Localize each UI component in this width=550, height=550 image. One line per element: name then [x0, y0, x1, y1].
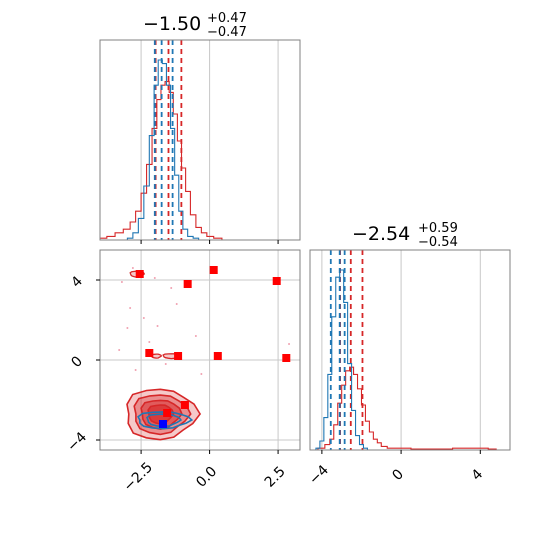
histogram-step-blue: [126, 59, 200, 240]
joint-contour-panel: −2.5 0.0 2.5 −4 0 4: [64, 249, 301, 495]
histogram-step-red: [310, 366, 497, 450]
red-square-marker: [282, 354, 291, 362]
x-tick-label: 0: [389, 466, 407, 484]
x-tick-label: 4: [469, 466, 487, 484]
title-param-2-value: −2.54: [352, 223, 410, 245]
title-param-1-upper-error: +0.47: [207, 11, 247, 26]
x-tick-label: −4: [306, 462, 332, 488]
y-tick-label: 0: [68, 353, 86, 371]
sample-point: [200, 373, 203, 375]
title-param-2: −2.54 +0.59 −0.54: [352, 221, 458, 250]
marginal-histogram-param-1: [99, 39, 301, 244]
sample-point: [134, 369, 137, 371]
red-square-marker: [163, 409, 172, 417]
histogram-plot-area: [310, 250, 497, 450]
red-square-marker: [145, 349, 154, 357]
sample-point: [194, 335, 197, 337]
histogram-plot-area: [100, 40, 223, 240]
title-param-1-value: −1.50: [143, 13, 201, 35]
contour-blue: [137, 411, 194, 430]
y-tick-label: −4: [64, 429, 90, 455]
red-square-marker: [180, 401, 189, 409]
sample-point: [170, 287, 173, 289]
title-param-2-lower-error: −0.54: [418, 235, 458, 250]
histogram-step-red: [100, 81, 223, 240]
blue-square-marker: [159, 420, 168, 428]
red-square-marker: [174, 352, 183, 360]
x-tick-label: 0.0: [193, 464, 220, 491]
sample-point: [142, 317, 145, 319]
red-square-marker: [209, 266, 218, 274]
sample-point: [148, 341, 151, 343]
red-square-marker: [213, 352, 222, 360]
y-tick-label: 4: [68, 273, 86, 291]
red-square-marker: [183, 280, 192, 288]
sample-point: [164, 363, 167, 365]
title-param-1-lower-error: −0.47: [207, 25, 247, 40]
sample-point: [153, 277, 156, 279]
marginal-histogram-param-2: −4 0 4: [306, 249, 511, 488]
axes-frame: [309, 249, 511, 451]
x-tick-label: −2.5: [121, 459, 156, 494]
sample-point: [156, 325, 159, 327]
joint-plot-area: [118, 266, 291, 441]
sample-point: [175, 303, 178, 305]
sample-point: [131, 267, 134, 269]
title-param-1: −1.50 +0.47 −0.47: [143, 11, 247, 40]
sample-point: [126, 327, 129, 329]
sample-point: [120, 281, 123, 283]
red-square-marker: [135, 270, 144, 278]
histogram-step-blue: [315, 269, 368, 450]
axes-frame: [99, 39, 301, 241]
x-tick-label: 2.5: [262, 464, 289, 491]
red-square-marker: [272, 277, 281, 285]
title-param-2-upper-error: +0.59: [418, 221, 458, 236]
axes-frame: [99, 249, 301, 451]
sample-point: [129, 307, 132, 309]
sample-point: [118, 349, 121, 351]
sample-point: [288, 343, 291, 345]
